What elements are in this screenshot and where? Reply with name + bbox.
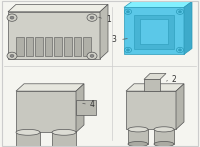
Circle shape (10, 16, 14, 19)
Circle shape (90, 54, 94, 57)
Ellipse shape (16, 129, 40, 135)
Circle shape (124, 9, 132, 14)
Ellipse shape (154, 127, 174, 132)
Polygon shape (74, 37, 81, 56)
Polygon shape (76, 100, 96, 115)
Polygon shape (176, 84, 184, 129)
Polygon shape (8, 12, 100, 59)
Polygon shape (154, 129, 174, 144)
Circle shape (87, 52, 97, 60)
Polygon shape (126, 84, 184, 91)
Polygon shape (124, 7, 184, 54)
Text: 3: 3 (111, 35, 116, 44)
Circle shape (124, 47, 132, 53)
Polygon shape (8, 4, 108, 12)
Polygon shape (126, 91, 176, 129)
Ellipse shape (128, 127, 148, 132)
Polygon shape (16, 132, 40, 147)
Polygon shape (54, 37, 62, 56)
Polygon shape (134, 15, 174, 49)
Text: 2: 2 (172, 75, 177, 84)
Circle shape (126, 11, 130, 13)
Polygon shape (16, 91, 76, 132)
Circle shape (87, 14, 97, 21)
Polygon shape (16, 37, 24, 56)
Circle shape (176, 47, 184, 53)
Circle shape (178, 11, 182, 13)
Ellipse shape (52, 129, 76, 135)
Ellipse shape (154, 141, 174, 147)
Circle shape (7, 14, 17, 21)
Polygon shape (76, 84, 84, 132)
Polygon shape (16, 84, 84, 91)
Polygon shape (26, 37, 33, 56)
Polygon shape (52, 132, 76, 147)
Circle shape (178, 49, 182, 51)
Polygon shape (144, 74, 166, 79)
Circle shape (10, 54, 14, 57)
Ellipse shape (128, 141, 148, 147)
Text: 1: 1 (106, 15, 111, 24)
Polygon shape (128, 129, 148, 144)
Circle shape (126, 49, 130, 51)
Text: 4: 4 (90, 100, 95, 109)
Polygon shape (83, 37, 91, 56)
Circle shape (7, 52, 17, 60)
Polygon shape (184, 1, 192, 54)
Polygon shape (100, 4, 108, 59)
Polygon shape (140, 19, 168, 44)
Polygon shape (64, 37, 72, 56)
Polygon shape (35, 37, 43, 56)
Polygon shape (144, 79, 160, 91)
Polygon shape (45, 37, 52, 56)
Circle shape (90, 16, 94, 19)
Circle shape (176, 9, 184, 14)
Polygon shape (124, 1, 192, 7)
